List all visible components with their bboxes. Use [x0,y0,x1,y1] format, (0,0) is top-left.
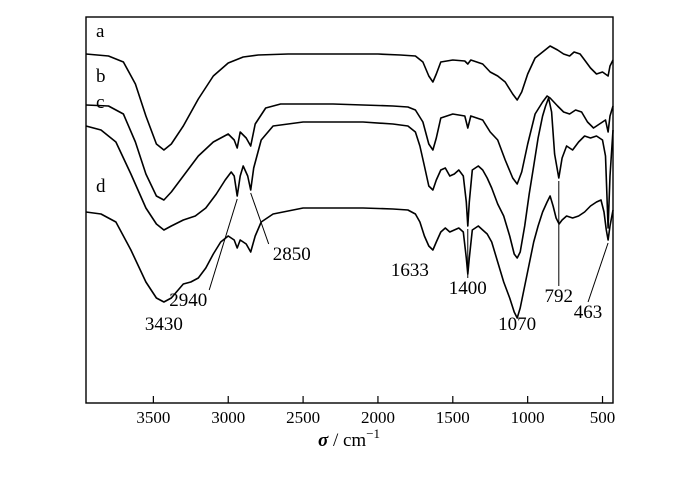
annotation-leader [587,242,609,303]
x-tick-label: 500 [590,408,616,427]
series-label-d: d [96,176,106,197]
series-label-c: c [96,92,104,113]
peak-label-463: 463 [574,302,603,323]
x-tick-label: 3000 [211,408,245,427]
x-tick-label: 1500 [436,408,470,427]
spectrum-a [85,45,614,151]
peak-label-792: 792 [545,286,574,307]
x-axis-ticks: 3500 3000 2500 2000 1500 1000 500 [136,396,615,427]
x-tick-label: 2500 [286,408,320,427]
peak-label-2850: 2850 [273,244,311,265]
spectrum-c [85,97,614,259]
peak-label-3430: 3430 [145,314,183,335]
series-labels: a bc d [96,21,106,197]
peak-label-2940: 2940 [169,290,207,311]
peak-label-1400: 1400 [449,278,487,299]
annotation-leader [250,192,270,245]
plot-frame [85,16,614,404]
x-tick-label: 3500 [136,408,170,427]
spectra [85,45,614,319]
x-tick-label: 1000 [511,408,545,427]
series-label-b: b [96,66,106,87]
annotation-leader [208,198,238,291]
peak-label-1633: 1633 [391,260,429,281]
spectrum-b [85,95,614,201]
spectrum-d [85,195,614,319]
x-tick-label: 2000 [361,408,395,427]
peak-label-1070: 1070 [498,314,536,335]
x-axis-title: σ / cm−1 [318,426,380,451]
series-label-a: a [96,21,105,42]
